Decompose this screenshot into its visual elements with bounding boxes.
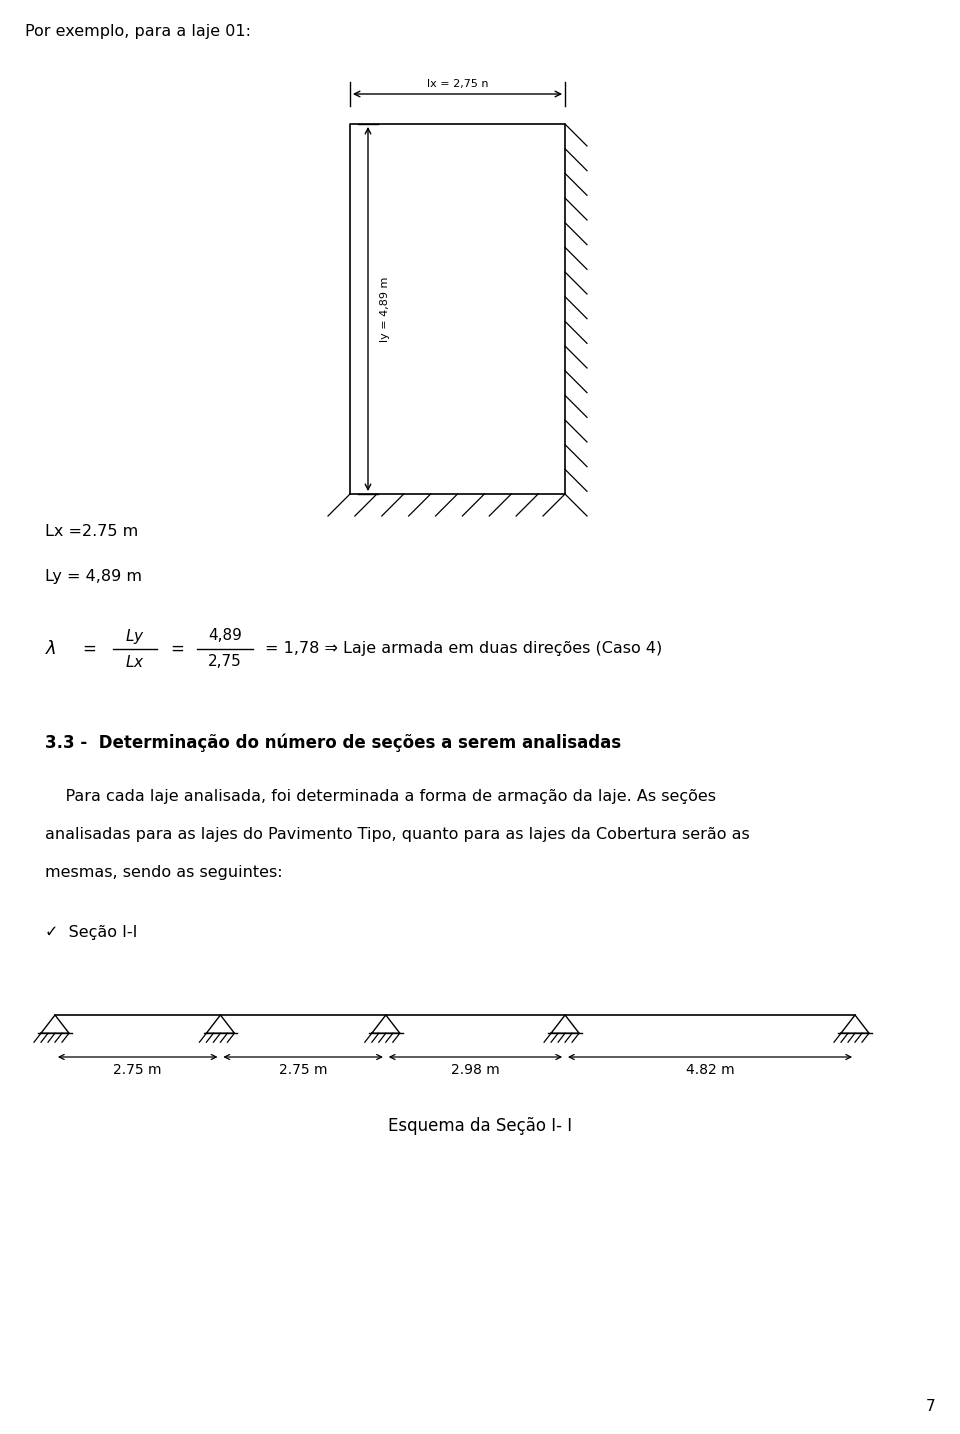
Text: $Ly$: $Ly$ — [125, 627, 145, 645]
Text: 2.98 m: 2.98 m — [451, 1063, 500, 1077]
Text: Para cada laje analisada, foi determinada a forma de armação da laje. As seções: Para cada laje analisada, foi determinad… — [45, 789, 716, 804]
Text: 2.75 m: 2.75 m — [278, 1063, 327, 1077]
Text: mesmas, sendo as seguintes:: mesmas, sendo as seguintes: — [45, 865, 282, 880]
Text: Esquema da Seção I- I: Esquema da Seção I- I — [388, 1117, 572, 1134]
Text: ly = 4,89 m: ly = 4,89 m — [380, 277, 390, 341]
Text: $\lambda$: $\lambda$ — [45, 640, 57, 658]
Text: lx = 2,75 n: lx = 2,75 n — [427, 79, 489, 89]
Text: Lx =2.75 m: Lx =2.75 m — [45, 523, 138, 539]
Text: =: = — [170, 640, 184, 658]
Text: = 1,78 ⇒ Laje armada em duas direções (Caso 4): = 1,78 ⇒ Laje armada em duas direções (C… — [265, 641, 662, 657]
Text: Ly = 4,89 m: Ly = 4,89 m — [45, 569, 142, 584]
Text: analisadas para as lajes do Pavimento Tipo, quanto para as lajes da Cobertura se: analisadas para as lajes do Pavimento Ti… — [45, 827, 750, 842]
Text: 2,75: 2,75 — [208, 654, 242, 670]
Text: 3.3 -  Determinação do número de seções a serem analisadas: 3.3 - Determinação do número de seções a… — [45, 734, 621, 753]
Text: $Lx$: $Lx$ — [125, 654, 145, 670]
Text: Por exemplo, para a laje 01:: Por exemplo, para a laje 01: — [25, 24, 251, 39]
Text: =: = — [82, 640, 96, 658]
Text: ✓  Seção I-I: ✓ Seção I-I — [45, 925, 137, 941]
Text: 4.82 m: 4.82 m — [685, 1063, 734, 1077]
Text: 2.75 m: 2.75 m — [113, 1063, 162, 1077]
Text: 7: 7 — [925, 1400, 935, 1414]
Text: 4,89: 4,89 — [208, 628, 242, 644]
